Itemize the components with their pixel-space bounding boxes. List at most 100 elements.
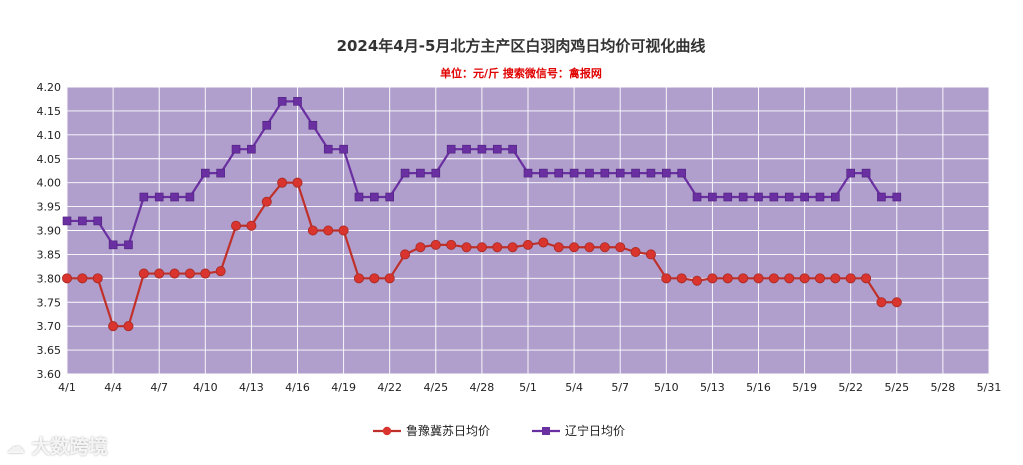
data-point bbox=[431, 168, 441, 178]
data-point bbox=[645, 249, 656, 260]
data-point bbox=[615, 242, 626, 253]
data-point bbox=[769, 192, 779, 202]
data-point bbox=[62, 216, 72, 226]
data-point bbox=[799, 273, 810, 284]
data-point bbox=[569, 242, 580, 253]
x-tick-label: 5/13 bbox=[700, 381, 725, 394]
x-tick-label: 4/10 bbox=[193, 381, 218, 394]
x-tick-label: 4/7 bbox=[150, 381, 168, 394]
data-point bbox=[569, 168, 579, 178]
y-tick-label: 3.60 bbox=[37, 368, 62, 381]
data-point bbox=[231, 144, 241, 154]
x-tick-label: 5/28 bbox=[931, 381, 956, 394]
data-point bbox=[292, 177, 303, 188]
y-tick-label: 3.85 bbox=[37, 248, 62, 261]
data-point bbox=[123, 321, 134, 332]
data-point bbox=[723, 192, 733, 202]
data-point bbox=[154, 268, 165, 279]
legend: 鲁豫冀苏日均价 辽宁日均价 bbox=[373, 423, 625, 438]
data-point bbox=[523, 168, 533, 178]
legend-marker bbox=[382, 426, 392, 436]
x-tick-label: 4/16 bbox=[285, 381, 310, 394]
data-point bbox=[784, 273, 795, 284]
x-tick-label: 5/22 bbox=[838, 381, 863, 394]
x-tick-label: 5/4 bbox=[565, 381, 583, 394]
data-point bbox=[384, 273, 395, 284]
watermark-logo: ☁ 大数跨境 bbox=[6, 432, 108, 459]
data-point bbox=[446, 239, 457, 250]
cloud-icon: ☁ bbox=[6, 436, 25, 458]
data-point bbox=[861, 168, 871, 178]
legend-label: 辽宁日均价 bbox=[565, 423, 625, 438]
data-point bbox=[738, 273, 749, 284]
y-tick-label: 3.70 bbox=[37, 320, 62, 333]
y-tick-label: 4.05 bbox=[37, 153, 62, 166]
y-axis: 4.20 4.15 4.10 4.05 4.00 3.95 3.90 3.85 3.80 3.75… bbox=[37, 81, 62, 381]
y-tick-label: 3.95 bbox=[37, 201, 62, 214]
data-point bbox=[370, 192, 379, 202]
x-tick-label: 5/1 bbox=[519, 381, 537, 394]
data-point bbox=[554, 168, 564, 178]
data-point bbox=[768, 273, 779, 284]
x-tick-label: 4/1 bbox=[58, 381, 76, 394]
data-point bbox=[338, 225, 349, 236]
data-point bbox=[261, 196, 272, 207]
data-point bbox=[185, 192, 195, 202]
data-point bbox=[722, 273, 733, 284]
x-tick-label: 4/13 bbox=[239, 381, 264, 394]
data-point bbox=[630, 247, 641, 258]
data-point bbox=[293, 97, 302, 106]
data-point bbox=[708, 192, 717, 202]
data-point bbox=[138, 268, 149, 279]
data-point bbox=[600, 168, 610, 178]
data-point bbox=[508, 144, 517, 154]
data-point bbox=[707, 273, 718, 284]
data-point bbox=[692, 192, 702, 202]
data-point bbox=[215, 266, 226, 277]
data-point bbox=[277, 177, 288, 188]
data-point bbox=[492, 144, 502, 154]
data-point bbox=[124, 240, 133, 250]
data-point bbox=[891, 297, 902, 308]
data-point bbox=[92, 273, 103, 284]
data-point bbox=[277, 97, 287, 106]
chart-title: 2024年4月-5月北方主产区白羽肉鸡日均价可视化曲线 bbox=[337, 37, 706, 55]
data-point bbox=[385, 192, 395, 202]
watermark-text: 大数跨境 bbox=[31, 436, 108, 458]
series-0 bbox=[62, 177, 902, 332]
x-axis: 4/1 4/4 4/7 4/10 4/13 4/16 4/19 4/22 4/25 4/28 5/1… bbox=[58, 381, 1001, 394]
data-point bbox=[692, 275, 703, 286]
y-tick-label: 3.65 bbox=[37, 344, 62, 357]
data-point bbox=[646, 168, 656, 178]
data-point bbox=[753, 273, 764, 284]
data-point bbox=[738, 192, 748, 202]
data-point bbox=[400, 249, 411, 260]
data-point bbox=[800, 192, 809, 202]
y-tick-label: 3.90 bbox=[37, 225, 62, 238]
x-tick-label: 4/4 bbox=[104, 381, 122, 394]
data-point bbox=[201, 168, 210, 178]
data-point bbox=[877, 192, 886, 202]
data-point bbox=[553, 242, 564, 253]
x-tick-label: 5/25 bbox=[884, 381, 909, 394]
data-point bbox=[169, 268, 180, 279]
data-point bbox=[661, 273, 672, 284]
data-point bbox=[369, 273, 380, 284]
data-point bbox=[615, 168, 625, 178]
data-point bbox=[784, 192, 794, 202]
x-tick-label: 4/22 bbox=[377, 381, 402, 394]
data-point bbox=[676, 273, 687, 284]
data-point bbox=[93, 216, 103, 226]
x-tick-label: 5/7 bbox=[611, 381, 629, 394]
data-point bbox=[831, 192, 840, 202]
x-tick-label: 4/19 bbox=[331, 381, 356, 394]
x-tick-label: 4/28 bbox=[470, 381, 495, 394]
data-point bbox=[814, 273, 825, 284]
data-point bbox=[584, 242, 595, 253]
data-point bbox=[108, 321, 119, 332]
x-tick-label: 4/25 bbox=[423, 381, 448, 394]
data-point bbox=[830, 273, 841, 284]
data-point bbox=[400, 168, 410, 178]
series-layer bbox=[62, 97, 902, 332]
data-point bbox=[585, 168, 594, 178]
